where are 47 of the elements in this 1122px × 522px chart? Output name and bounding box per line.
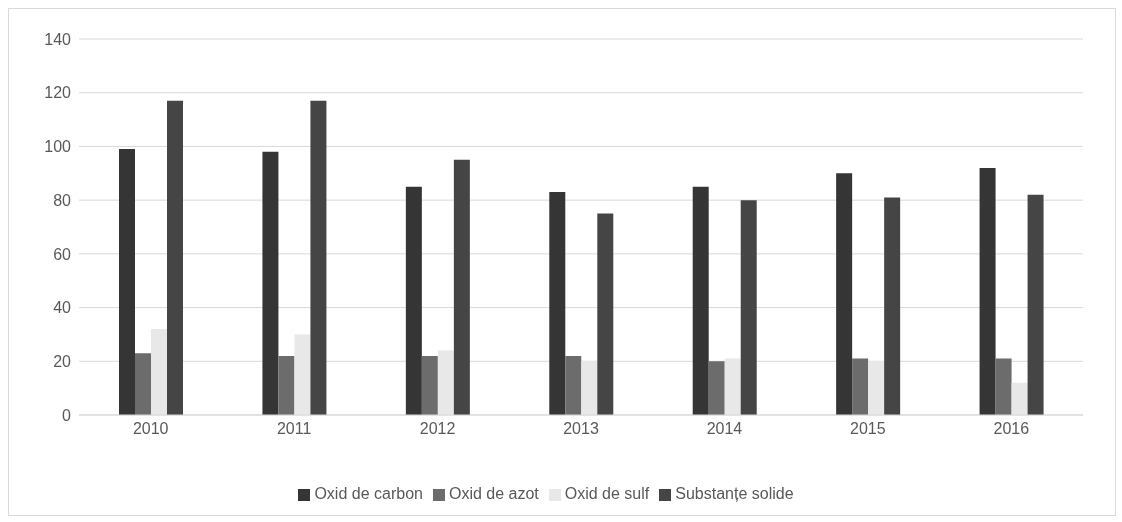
legend-label: Oxid de sulf (564, 485, 650, 502)
bar (421, 355, 438, 415)
y-tick-label: 0 (62, 406, 72, 424)
legend-label: Oxid de carbon (314, 485, 423, 502)
y-tick-label: 80 (53, 191, 72, 209)
x-tick-label: 2015 (850, 420, 886, 438)
bar (979, 167, 996, 415)
bar (995, 358, 1012, 415)
bar (119, 149, 135, 415)
y-tick-label: 100 (44, 138, 72, 156)
x-tick-label: 2013 (563, 420, 599, 438)
x-tick-label: 2012 (419, 420, 456, 438)
bar (884, 197, 901, 415)
bar (262, 151, 279, 415)
x-tick-label: 2014 (706, 420, 743, 438)
bar (740, 200, 757, 415)
legend-label: Oxid de azot (448, 485, 539, 502)
bar (151, 329, 167, 415)
bar (581, 361, 598, 415)
x-tick-label: 2011 (276, 420, 312, 438)
x-tick-label: 2010 (132, 420, 169, 438)
x-tick-label: 2016 (993, 420, 1030, 438)
bar (1027, 194, 1044, 415)
bar (836, 173, 853, 415)
bar (167, 100, 183, 415)
bar (278, 355, 295, 415)
bar (453, 159, 470, 415)
y-tick-label: 60 (53, 245, 72, 263)
y-tick-label: 20 (53, 352, 72, 370)
y-tick-label: 140 (44, 30, 72, 48)
bar (1011, 382, 1028, 415)
y-tick-label: 40 (53, 299, 72, 317)
bar (310, 100, 327, 415)
bar (549, 192, 566, 415)
bar (405, 186, 422, 415)
bar (852, 358, 869, 415)
bar (868, 361, 885, 415)
bar (565, 355, 582, 415)
bar (692, 186, 709, 415)
legend-label: Substanțe solide (675, 485, 794, 502)
bar (724, 358, 741, 415)
bar (708, 361, 725, 415)
bar (135, 353, 151, 415)
bar (437, 350, 454, 415)
y-tick-label: 120 (44, 84, 72, 102)
bar (597, 213, 614, 415)
bar (294, 334, 311, 415)
